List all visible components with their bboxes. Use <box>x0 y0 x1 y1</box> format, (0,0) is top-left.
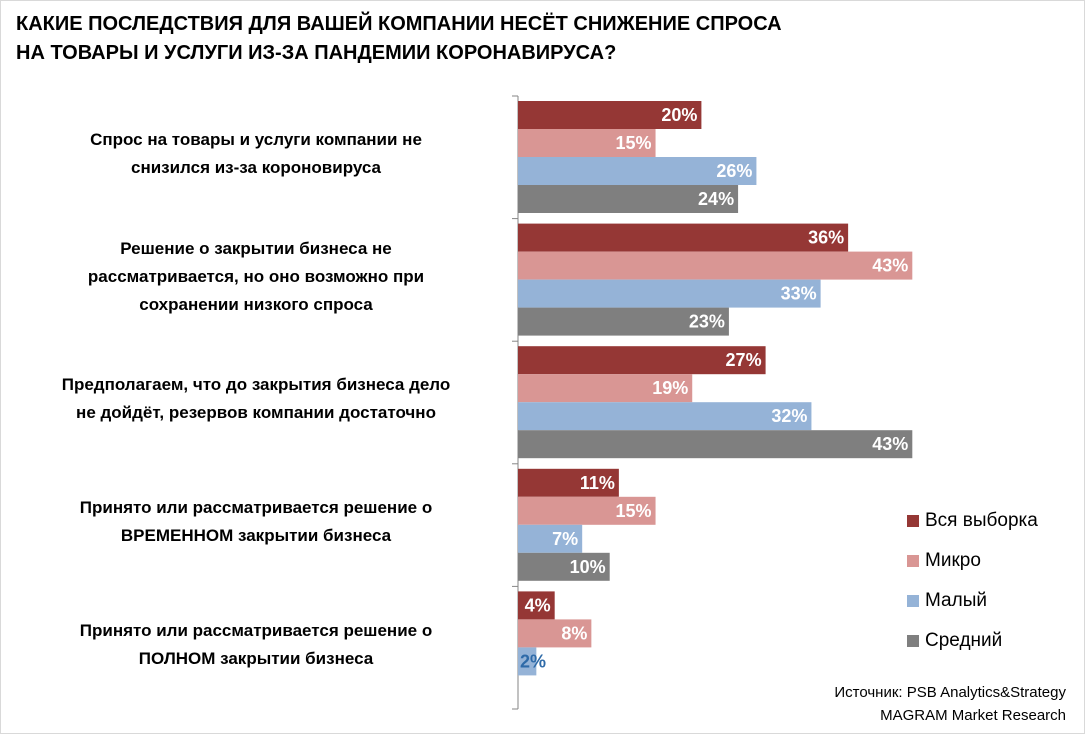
legend-label: Вся выборка <box>925 510 1038 531</box>
source-line: MAGRAM Market Research <box>880 707 1066 724</box>
data-label: 32% <box>771 406 807 426</box>
category-label-line: Предполагаем, что до закрытия бизнеса де… <box>61 375 451 395</box>
bar <box>518 185 739 213</box>
category-label-line: снизился из-за короновируса <box>130 158 381 178</box>
legend-swatch <box>907 515 919 527</box>
category-label-line: не дойдёт, резервов компании достаточно <box>76 403 436 423</box>
data-label: 36% <box>808 228 844 248</box>
bar <box>518 552 610 581</box>
data-label: 26% <box>716 161 752 181</box>
bar <box>518 251 913 280</box>
data-label: 27% <box>726 350 762 370</box>
bar <box>518 307 729 336</box>
category-label-line: сохранении низкого спроса <box>139 294 373 314</box>
title-line: КАКИЕ ПОСЛЕДСТВИЯ ДЛЯ ВАШЕЙ КОМПАНИИ НЕС… <box>16 13 782 35</box>
bar <box>518 591 555 620</box>
data-label: 24% <box>698 189 734 209</box>
data-label: 23% <box>689 312 725 332</box>
title-line: НА ТОВАРЫ И УСЛУГИ ИЗ-ЗА ПАНДЕМИИ КОРОНА… <box>16 42 617 64</box>
legend-label: Микро <box>925 550 981 571</box>
bar <box>518 279 821 308</box>
legend-item: Микро <box>907 541 1038 581</box>
bar <box>518 402 812 431</box>
category-label: Принято или рассматривается решение о ПОЛ… <box>16 586 496 703</box>
source-note: Источник: PSB Analytics&Strategy MAGRAM … <box>834 681 1066 727</box>
bar <box>518 374 693 403</box>
category-label-line: ПОЛНОМ закрытии бизнеса <box>138 648 374 668</box>
legend-swatch <box>907 595 919 607</box>
category-label-line: ВРЕМЕННОМ закрытии бизнеса <box>120 526 392 546</box>
bar <box>518 496 656 525</box>
category-label-line: рассматривается, но оно возможно при <box>87 266 425 286</box>
legend-item: Вся выборка <box>907 501 1038 541</box>
legend-label: Малый <box>925 590 987 611</box>
bar <box>518 223 849 252</box>
category-label-line: Решение о закрытии бизнеса не <box>120 238 392 258</box>
bar <box>518 157 757 185</box>
legend-swatch <box>907 555 919 567</box>
source-line: Источник: PSB Analytics&Strategy <box>834 684 1066 701</box>
data-label: 15% <box>616 501 652 521</box>
bar <box>518 647 537 676</box>
data-label: 15% <box>616 133 652 153</box>
bar <box>518 430 913 459</box>
data-label: 10% <box>570 557 606 577</box>
bar <box>518 619 592 648</box>
legend-item: Средний <box>907 621 1038 661</box>
bar <box>518 129 656 157</box>
data-label: 43% <box>872 434 908 454</box>
category-label: Решение о закрытии бизнеса не рассматрива… <box>16 219 496 336</box>
data-label: 19% <box>652 378 688 398</box>
category-label: Предполагаем, что до закрытия бизнеса де… <box>16 341 496 458</box>
legend-label: Средний <box>925 630 1003 651</box>
category-label-line: Спрос на товары и услуги компании не <box>90 130 422 150</box>
category-label-line: Принято или рассматривается решение о <box>79 620 433 640</box>
data-label: 33% <box>781 284 817 304</box>
bar <box>518 468 619 497</box>
category-label-line: Принято или рассматривается решение о <box>79 498 433 518</box>
data-label: 7% <box>552 529 578 549</box>
category-label: Принято или рассматривается решение о ВРЕ… <box>16 464 496 581</box>
data-label: 2% <box>520 651 546 671</box>
bar <box>518 346 766 375</box>
data-label: 4% <box>525 595 551 615</box>
bar <box>518 101 702 129</box>
bar <box>518 524 583 553</box>
category-label: Спрос на товары и услуги компании не сниз… <box>16 96 496 213</box>
chart-title: КАКИЕ ПОСЛЕДСТВИЯ ДЛЯ ВАШЕЙ КОМПАНИИ НЕС… <box>16 10 782 68</box>
data-label: 43% <box>872 256 908 276</box>
data-label: 11% <box>580 473 615 493</box>
legend: Вся выборка Микро Малый Средний <box>907 501 1038 661</box>
legend-item: Малый <box>907 581 1038 621</box>
data-label: 8% <box>561 623 587 643</box>
data-label: 20% <box>661 105 697 125</box>
legend-swatch <box>907 635 919 647</box>
